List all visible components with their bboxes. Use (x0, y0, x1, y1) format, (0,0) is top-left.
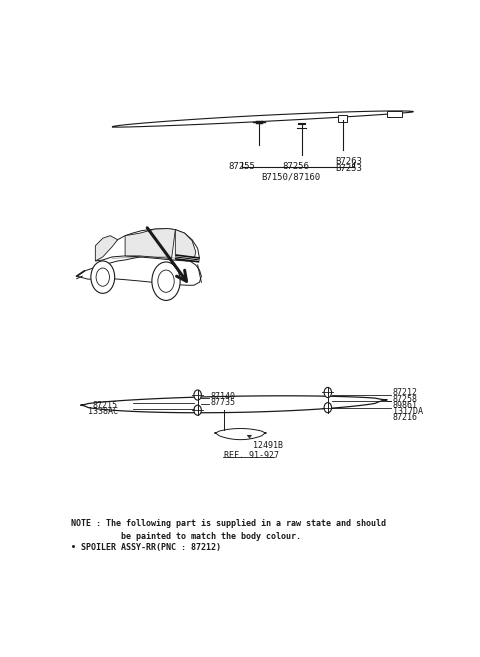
Circle shape (194, 390, 202, 400)
Text: B7263: B7263 (335, 157, 362, 166)
Polygon shape (81, 396, 387, 413)
Circle shape (324, 388, 332, 397)
Polygon shape (112, 111, 413, 127)
FancyBboxPatch shape (387, 111, 402, 118)
Text: REF. 91-927: REF. 91-927 (224, 451, 279, 460)
Circle shape (324, 403, 332, 413)
Text: B7150/87160: B7150/87160 (261, 172, 320, 181)
Text: be painted to match the body colour.: be painted to match the body colour. (71, 532, 301, 541)
Circle shape (194, 405, 202, 415)
Polygon shape (215, 428, 266, 440)
Polygon shape (77, 255, 202, 285)
Text: 87256: 87256 (283, 162, 310, 171)
Text: 87255: 87255 (229, 162, 256, 171)
Text: 87215: 87215 (93, 401, 118, 409)
Text: 87735: 87735 (211, 398, 236, 407)
Polygon shape (96, 229, 200, 261)
Text: 1317DA: 1317DA (393, 407, 423, 416)
Circle shape (91, 261, 115, 293)
Polygon shape (96, 236, 118, 261)
Polygon shape (125, 229, 175, 258)
Text: B7253: B7253 (335, 164, 362, 173)
Circle shape (158, 270, 174, 292)
Circle shape (152, 262, 180, 300)
FancyBboxPatch shape (338, 115, 347, 122)
Text: 87258: 87258 (393, 395, 418, 403)
Text: • SPOILER ASSY-RR(PNC : 87212): • SPOILER ASSY-RR(PNC : 87212) (71, 543, 221, 553)
Text: 89861: 89861 (393, 401, 418, 409)
Text: NOTE : The following part is supplied in a raw state and should: NOTE : The following part is supplied in… (71, 519, 386, 528)
Polygon shape (175, 229, 196, 261)
Text: 87140: 87140 (211, 392, 236, 401)
Text: 12491B: 12491B (253, 441, 283, 449)
Text: 87216: 87216 (393, 413, 418, 422)
Circle shape (96, 268, 109, 286)
Text: 87212: 87212 (393, 388, 418, 397)
Text: 1338AC: 1338AC (88, 407, 118, 416)
